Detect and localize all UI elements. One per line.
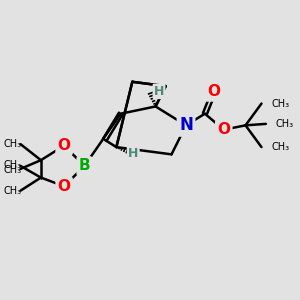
Text: O: O xyxy=(207,85,220,100)
Text: O: O xyxy=(217,122,230,137)
Text: H: H xyxy=(154,85,164,98)
Text: O: O xyxy=(58,179,70,194)
Text: H: H xyxy=(128,147,138,160)
Text: CH₃: CH₃ xyxy=(4,186,22,196)
Text: CH₃: CH₃ xyxy=(4,165,22,175)
Text: CH₃: CH₃ xyxy=(276,119,294,129)
Text: N: N xyxy=(179,116,193,134)
Text: CH₃: CH₃ xyxy=(4,160,22,170)
Text: CH₃: CH₃ xyxy=(272,142,290,152)
Text: CH₃: CH₃ xyxy=(272,99,290,109)
Text: B: B xyxy=(79,158,90,173)
Text: CH₃: CH₃ xyxy=(4,139,22,148)
Text: O: O xyxy=(58,138,70,153)
